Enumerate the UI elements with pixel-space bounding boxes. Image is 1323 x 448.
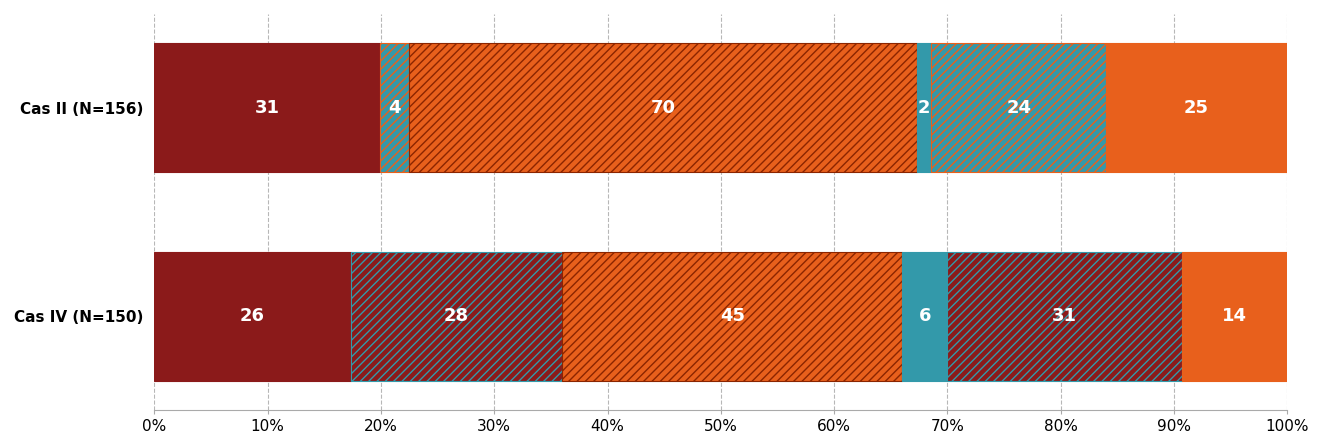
Text: 14: 14	[1222, 307, 1248, 325]
Text: 25: 25	[1184, 99, 1209, 117]
Bar	[902, 252, 947, 381]
Text: 31: 31	[254, 99, 279, 117]
Text: 31: 31	[1052, 307, 1077, 325]
Bar	[380, 43, 409, 172]
Bar	[155, 43, 380, 172]
Bar	[1106, 43, 1287, 172]
Text: 28: 28	[445, 307, 470, 325]
Text: 70: 70	[651, 99, 675, 117]
Bar	[1181, 252, 1287, 381]
Text: 26: 26	[239, 307, 265, 325]
Bar	[947, 252, 1181, 381]
Text: 4: 4	[388, 99, 401, 117]
Text: 24: 24	[1005, 99, 1031, 117]
Bar	[562, 252, 902, 381]
Bar	[931, 43, 1106, 172]
Text: 45: 45	[720, 307, 745, 325]
Text: 2: 2	[918, 99, 930, 117]
Bar	[351, 252, 562, 381]
Bar	[155, 252, 351, 381]
Bar	[409, 43, 917, 172]
Bar	[917, 43, 931, 172]
Text: 6: 6	[918, 307, 931, 325]
